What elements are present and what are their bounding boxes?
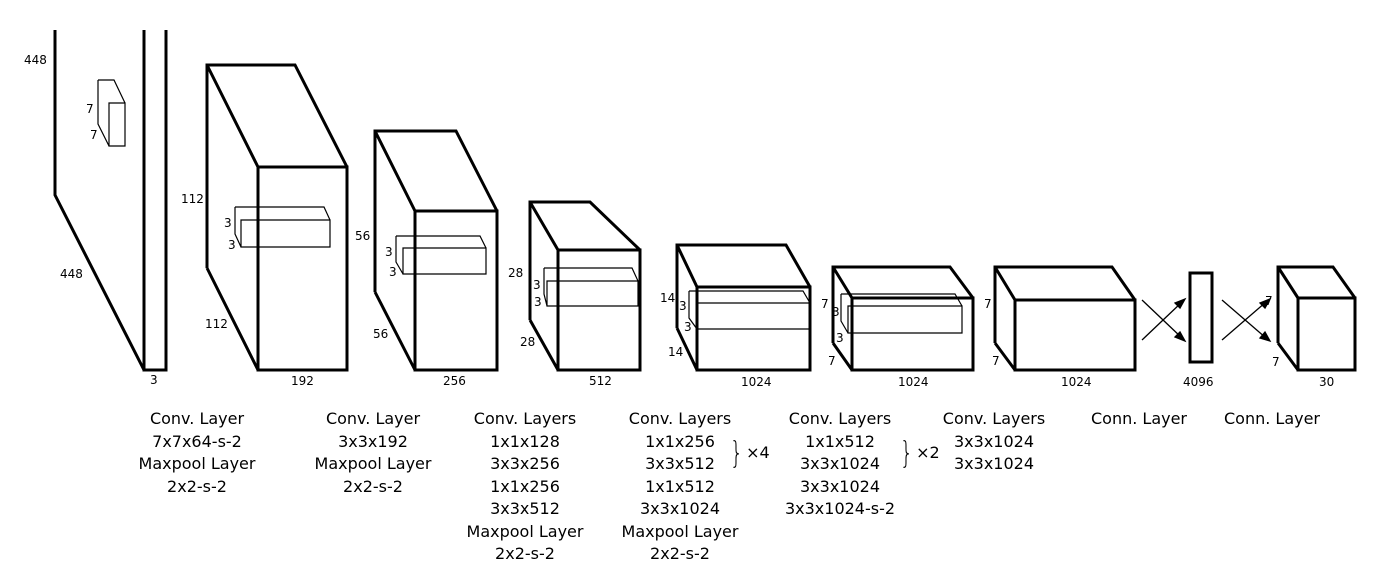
caption-line: Maxpool Layer (621, 521, 739, 541)
caption-line: 1x1x512 (645, 476, 715, 496)
caption-line: 1x1x128 (490, 431, 560, 451)
layer-caption: Conv. Layers 3x3x1024 3x3x1024 (943, 408, 1045, 476)
dimension-labels: 448 448 3 7 7 112 112 192 3 3 56 56 256 … (24, 53, 1334, 389)
caption-line: 3x3x256 (490, 454, 560, 473)
dim-label: 7 (1265, 294, 1273, 308)
dim-label: 28 (508, 266, 523, 280)
feature-block-2 (373, 129, 499, 372)
caption-line: 2x2-s-2 (167, 476, 227, 496)
dim-label: 3 (684, 320, 692, 334)
repeat-group-4: } ×4 (727, 436, 770, 471)
dim-label: 3 (385, 245, 393, 259)
dim-label: 3 (533, 278, 541, 292)
dim-label: 56 (355, 229, 370, 243)
dim-label: 7 (86, 102, 94, 116)
dim-label: 28 (520, 335, 535, 349)
feature-block-6 (993, 265, 1137, 372)
caption-line: Conv. Layer (325, 409, 421, 428)
caption-line: 2x2-s-2 (343, 476, 403, 496)
caption-line: 3x3x512 (645, 454, 715, 473)
dim-label: 7 (821, 297, 829, 311)
input-image-slab (53, 30, 168, 372)
feature-block-3 (528, 200, 642, 372)
dim-label: 3 (832, 305, 840, 319)
caption-line: Conv. Layers (788, 409, 892, 428)
dim-label: 30 (1319, 375, 1334, 389)
dim-label: 112 (205, 317, 228, 331)
feature-block-1 (205, 63, 349, 372)
dim-label: 14 (668, 345, 683, 359)
layer-caption: Conn. Layer (1091, 408, 1187, 431)
dim-label: 3 (150, 373, 158, 387)
caption-line: 2x2-s-2 (650, 544, 710, 563)
full-connection-arrows-2 (1221, 297, 1272, 343)
caption-line: 1x1x256 (645, 431, 715, 451)
dim-label: 192 (291, 374, 314, 388)
dim-label: 7 (984, 297, 992, 311)
caption-line: 3x3x512 (490, 499, 560, 518)
caption-line: 2x2-s-2 (495, 544, 555, 563)
brace-icon: } (899, 436, 914, 471)
layer-caption: Conv. Layers 1x1x256 3x3x512 1x1x512 3x3x102… (622, 408, 739, 566)
caption-line: 3x3x1024 (799, 476, 881, 496)
dim-label: 56 (373, 327, 388, 341)
repeat-count: ×4 (746, 443, 770, 462)
dim-label: 4096 (1183, 375, 1214, 389)
caption-line: Conv. Layers (628, 409, 732, 428)
fc-layer-4096 (1188, 271, 1214, 364)
repeat-group-5: } ×2 (897, 436, 940, 471)
dim-label: 3 (228, 238, 236, 252)
dim-label: 512 (589, 374, 612, 388)
layer-caption: Conv. Layer 3x3x192 Maxpool Layer 2x2-s-2 (315, 408, 432, 498)
dim-label: 112 (181, 192, 204, 206)
caption-line: 3x3x1024 (639, 499, 721, 518)
dim-label: 1024 (898, 375, 929, 389)
dim-label: 1024 (1061, 375, 1092, 389)
caption-line: Maxpool Layer (138, 454, 256, 473)
dim-label: 3 (836, 331, 844, 345)
brace-icon: } (729, 436, 744, 471)
caption-line: 7x7x64-s-2 (152, 431, 242, 451)
dim-label: 448 (60, 267, 83, 281)
dim-label: 7 (992, 354, 1000, 368)
caption-line: Maxpool Layer (466, 521, 584, 541)
feature-block-4 (675, 243, 812, 372)
full-connection-arrows-1 (1141, 297, 1187, 343)
dim-label: 7 (90, 128, 98, 142)
dim-label: 1024 (741, 375, 772, 389)
caption-line: Conv. Layer (149, 409, 245, 428)
layer-caption: Conn. Layer (1224, 408, 1320, 431)
dim-label: 448 (24, 53, 47, 67)
caption-line: Conv. Layers (473, 409, 577, 428)
dim-label: 3 (679, 299, 687, 313)
caption-line: Maxpool Layer (314, 454, 432, 473)
caption-line: 1x1x256 (490, 476, 560, 496)
dim-label: 3 (534, 295, 542, 309)
layer-caption: Conv. Layers 1x1x512 3x3x1024 3x3x1024 3x3x1… (785, 408, 895, 521)
output-block (1276, 265, 1357, 372)
caption-line: Conn. Layer (1223, 409, 1321, 428)
dim-label: 7 (828, 354, 836, 368)
caption-line: 3x3x1024 (953, 431, 1035, 451)
caption-line: Conv. Layers (942, 409, 1046, 428)
repeat-count: ×2 (916, 443, 940, 462)
caption-line: 3x3x1024 (953, 454, 1035, 473)
dim-label: 7 (1272, 355, 1280, 369)
dim-label: 3 (389, 265, 397, 279)
caption-line: Conn. Layer (1090, 409, 1188, 428)
caption-line: 3x3x192 (338, 431, 408, 451)
caption-line: 1x1x512 (805, 431, 875, 451)
dim-label: 256 (443, 374, 466, 388)
layer-caption: Conv. Layers 1x1x128 3x3x256 1x1x256 3x3x512… (467, 408, 584, 566)
caption-line: 3x3x1024 (799, 454, 881, 473)
feature-block-5 (831, 265, 975, 372)
caption-line: 3x3x1024-s-2 (784, 499, 896, 518)
layer-caption: Conv. Layer 7x7x64-s-2 Maxpool Layer 2x2-s-… (139, 408, 256, 498)
dim-label: 14 (660, 291, 675, 305)
dim-label: 3 (224, 216, 232, 230)
